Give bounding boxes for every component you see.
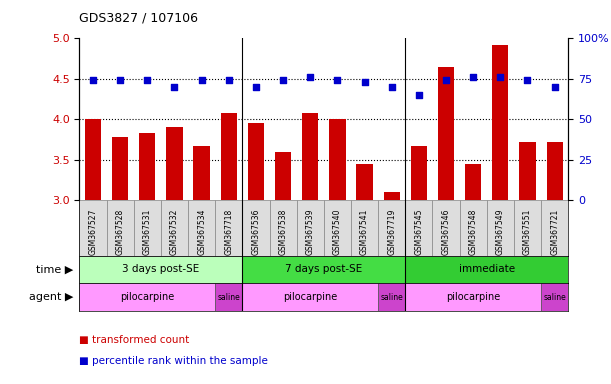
Text: GSM367718: GSM367718	[224, 209, 233, 255]
Text: GSM367551: GSM367551	[523, 209, 532, 255]
Bar	[243, 200, 269, 256]
Bar	[215, 200, 243, 256]
Text: GSM367721: GSM367721	[550, 209, 559, 255]
Text: time ▶: time ▶	[36, 265, 73, 275]
Bar	[384, 192, 400, 200]
Text: 3 days post-SE: 3 days post-SE	[122, 265, 200, 275]
Text: GSM367534: GSM367534	[197, 209, 206, 255]
Point	[360, 79, 370, 85]
Bar	[405, 283, 541, 311]
Bar	[221, 113, 237, 200]
Bar	[411, 146, 427, 200]
Point	[197, 78, 207, 84]
Text: saline: saline	[218, 293, 240, 302]
Text: saline: saline	[380, 293, 403, 302]
Bar	[194, 146, 210, 200]
Point	[522, 78, 532, 84]
Text: GSM367539: GSM367539	[306, 209, 315, 255]
Point	[142, 78, 152, 84]
Text: GSM367532: GSM367532	[170, 209, 179, 255]
Point	[496, 74, 505, 80]
Point	[115, 78, 125, 84]
Bar	[106, 200, 134, 256]
Point	[550, 84, 560, 90]
Text: ■ percentile rank within the sample: ■ percentile rank within the sample	[79, 356, 268, 366]
Bar	[433, 200, 459, 256]
Text: GSM367719: GSM367719	[387, 209, 396, 255]
Bar	[351, 200, 378, 256]
Text: agent ▶: agent ▶	[29, 292, 73, 302]
Point	[468, 74, 478, 80]
Bar	[85, 119, 101, 200]
Text: GSM367545: GSM367545	[414, 209, 423, 255]
Point	[88, 78, 98, 84]
Text: GSM367538: GSM367538	[279, 209, 288, 255]
Text: immediate: immediate	[459, 265, 515, 275]
Bar	[438, 67, 454, 200]
Bar	[541, 200, 568, 256]
Bar	[269, 200, 297, 256]
Bar	[161, 200, 188, 256]
Bar	[134, 200, 161, 256]
Bar	[112, 137, 128, 200]
Bar	[378, 283, 405, 311]
Bar	[297, 200, 324, 256]
Text: GSM367528: GSM367528	[115, 209, 125, 255]
Text: GSM367531: GSM367531	[143, 209, 152, 255]
Point	[387, 84, 397, 90]
Bar	[541, 283, 568, 311]
Bar	[324, 200, 351, 256]
Bar	[302, 113, 318, 200]
Bar	[519, 142, 536, 200]
Bar	[79, 200, 106, 256]
Text: ■ transformed count: ■ transformed count	[79, 335, 189, 345]
Point	[224, 78, 233, 84]
Bar	[492, 45, 508, 200]
Bar	[514, 200, 541, 256]
Bar	[139, 133, 155, 200]
Bar	[405, 256, 568, 283]
Point	[332, 78, 342, 84]
Text: GSM367549: GSM367549	[496, 209, 505, 255]
Bar	[243, 283, 378, 311]
Bar	[487, 200, 514, 256]
Text: GSM367541: GSM367541	[360, 209, 369, 255]
Bar	[248, 123, 264, 200]
Text: GSM367548: GSM367548	[469, 209, 478, 255]
Text: 7 days post-SE: 7 days post-SE	[285, 265, 362, 275]
Bar	[356, 164, 373, 200]
Text: pilocarpine: pilocarpine	[446, 292, 500, 302]
Bar	[378, 200, 405, 256]
Bar	[79, 256, 243, 283]
Bar	[166, 127, 183, 200]
Text: GSM367527: GSM367527	[89, 209, 98, 255]
Text: GSM367546: GSM367546	[442, 209, 450, 255]
Bar	[243, 256, 405, 283]
Point	[170, 84, 180, 90]
Bar	[79, 283, 215, 311]
Bar	[465, 164, 481, 200]
Bar	[275, 152, 291, 200]
Text: pilocarpine: pilocarpine	[283, 292, 337, 302]
Bar	[405, 200, 433, 256]
Bar	[329, 119, 346, 200]
Point	[278, 78, 288, 84]
Bar	[459, 200, 487, 256]
Text: pilocarpine: pilocarpine	[120, 292, 175, 302]
Text: GSM367540: GSM367540	[333, 209, 342, 255]
Bar	[188, 200, 215, 256]
Point	[251, 84, 261, 90]
Point	[306, 74, 315, 80]
Text: saline: saline	[543, 293, 566, 302]
Text: GDS3827 / 107106: GDS3827 / 107106	[79, 12, 199, 25]
Point	[441, 78, 451, 84]
Bar	[546, 142, 563, 200]
Point	[414, 92, 424, 98]
Bar	[215, 283, 243, 311]
Text: GSM367536: GSM367536	[252, 209, 260, 255]
